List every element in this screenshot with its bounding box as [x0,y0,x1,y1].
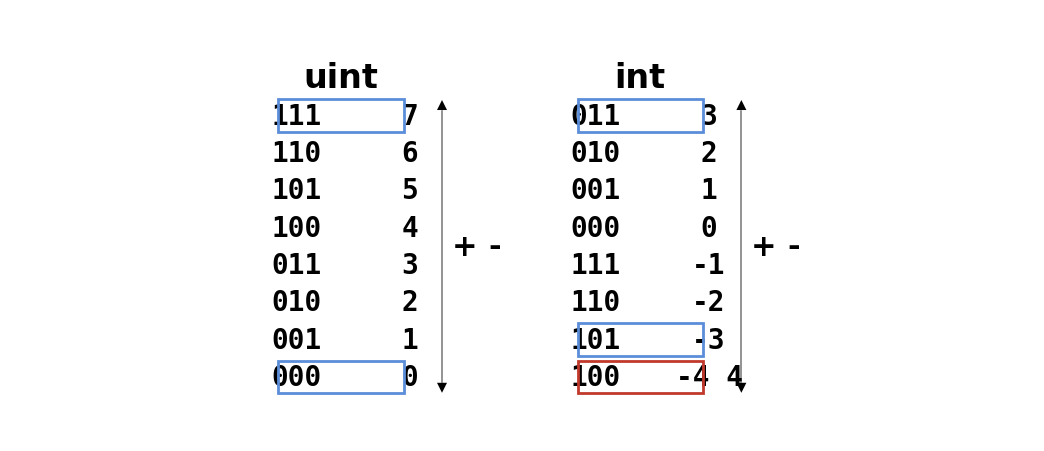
Text: 2: 2 [701,140,717,168]
Text: -2: -2 [692,289,726,317]
Text: 110: 110 [571,289,621,317]
Text: 111: 111 [571,252,621,280]
Text: -: - [489,232,501,261]
Text: 7: 7 [401,103,418,131]
Text: 3: 3 [701,103,717,131]
Text: -1: -1 [692,252,726,280]
Text: 110: 110 [271,140,322,168]
Text: 6: 6 [401,140,418,168]
Text: 1: 1 [701,177,717,205]
Text: 5: 5 [401,177,418,205]
Text: 4: 4 [401,214,418,242]
Text: 001: 001 [571,177,621,205]
Text: 000: 000 [571,214,621,242]
Text: 010: 010 [571,140,621,168]
Text: +: + [452,232,477,261]
Text: 100: 100 [571,363,621,391]
Text: 101: 101 [571,326,621,354]
Text: 100: 100 [271,214,322,242]
Text: 101: 101 [271,177,322,205]
Text: 3: 3 [401,252,418,280]
Text: 001: 001 [271,326,322,354]
Text: int: int [615,62,666,95]
Text: 1: 1 [401,326,418,354]
Text: 2: 2 [401,289,418,317]
Text: +: + [752,232,777,261]
Text: 0: 0 [701,214,717,242]
Text: -4 4: -4 4 [675,363,742,391]
Text: 0: 0 [401,363,418,391]
Text: 000: 000 [271,363,322,391]
Text: 010: 010 [271,289,322,317]
Text: -: - [787,232,801,261]
Text: -3: -3 [692,326,726,354]
Text: 111: 111 [271,103,322,131]
Text: 011: 011 [271,252,322,280]
Text: uint: uint [304,62,378,95]
Text: 011: 011 [571,103,621,131]
